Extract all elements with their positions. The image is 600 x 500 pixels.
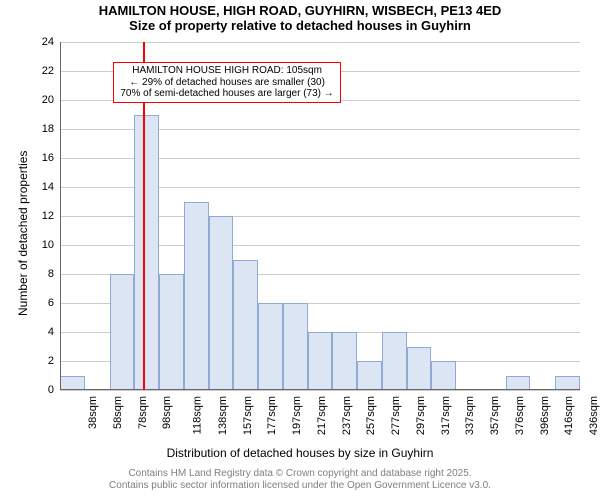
y-tick-label: 0 xyxy=(48,384,60,396)
x-tick-label: 157sqm xyxy=(242,396,254,435)
y-tick-label: 18 xyxy=(42,123,60,135)
histogram-bar xyxy=(209,216,234,390)
histogram-bar xyxy=(233,260,258,391)
title-line-1: HAMILTON HOUSE, HIGH ROAD, GUYHIRN, WISB… xyxy=(0,4,600,19)
x-tick-label: 38sqm xyxy=(87,396,99,429)
footer-line-1: Contains HM Land Registry data © Crown c… xyxy=(0,468,600,480)
x-tick-label: 337sqm xyxy=(465,396,477,435)
x-tick-label: 237sqm xyxy=(341,396,353,435)
x-tick-label: 436sqm xyxy=(588,396,600,435)
chart-footer: Contains HM Land Registry data © Crown c… xyxy=(0,468,600,491)
y-tick-label: 6 xyxy=(48,297,60,309)
annotation-line-2: ← 29% of detached houses are smaller (30… xyxy=(120,77,333,89)
y-tick-label: 16 xyxy=(42,152,60,164)
histogram-bar xyxy=(332,332,357,390)
histogram-bar xyxy=(134,115,159,391)
title-line-2: Size of property relative to detached ho… xyxy=(0,19,600,34)
y-tick-label: 4 xyxy=(48,326,60,338)
x-axis-label: Distribution of detached houses by size … xyxy=(0,446,600,460)
y-tick-label: 12 xyxy=(42,210,60,222)
x-tick-label: 317sqm xyxy=(440,396,452,435)
gridline xyxy=(60,390,580,391)
y-axis-line xyxy=(60,42,61,390)
histogram-bar xyxy=(555,376,580,391)
y-tick-label: 10 xyxy=(42,239,60,251)
histogram-bar xyxy=(431,361,456,390)
gridline xyxy=(60,42,580,43)
y-tick-label: 14 xyxy=(42,181,60,193)
histogram-bar xyxy=(159,274,184,390)
histogram-bar xyxy=(357,361,382,390)
y-axis-label: Number of detached properties xyxy=(16,151,30,316)
histogram-bar xyxy=(283,303,308,390)
chart-title: HAMILTON HOUSE, HIGH ROAD, GUYHIRN, WISB… xyxy=(0,4,600,34)
x-tick-label: 257sqm xyxy=(366,396,378,435)
y-tick-label: 24 xyxy=(42,36,60,48)
annotation-box: HAMILTON HOUSE HIGH ROAD: 105sqm← 29% of… xyxy=(113,62,340,103)
annotation-line-1: HAMILTON HOUSE HIGH ROAD: 105sqm xyxy=(120,65,333,77)
x-tick-label: 217sqm xyxy=(316,396,328,435)
annotation-line-3: 70% of semi-detached houses are larger (… xyxy=(120,88,333,100)
x-tick-label: 277sqm xyxy=(390,396,402,435)
histogram-bar xyxy=(407,347,432,391)
chart-container: { "canvas": { "w": 600, "h": 500 }, "tit… xyxy=(0,0,600,500)
histogram-bar xyxy=(258,303,283,390)
x-tick-label: 297sqm xyxy=(415,396,427,435)
histogram-bar xyxy=(184,202,209,391)
x-tick-label: 177sqm xyxy=(266,396,278,435)
y-tick-label: 8 xyxy=(48,268,60,280)
x-tick-label: 78sqm xyxy=(137,396,149,429)
y-tick-label: 22 xyxy=(42,65,60,77)
x-tick-label: 357sqm xyxy=(489,396,501,435)
histogram-bar xyxy=(110,274,135,390)
x-tick-label: 98sqm xyxy=(161,396,173,429)
histogram-bar xyxy=(382,332,407,390)
x-tick-label: 118sqm xyxy=(191,396,203,434)
footer-line-2: Contains public sector information licen… xyxy=(0,480,600,492)
x-tick-label: 416sqm xyxy=(564,396,576,435)
x-tick-label: 197sqm xyxy=(291,396,303,435)
x-tick-label: 376sqm xyxy=(514,396,526,435)
histogram-bar xyxy=(506,376,531,391)
histogram-bar xyxy=(60,376,85,391)
x-axis-line xyxy=(60,389,580,390)
x-tick-label: 138sqm xyxy=(217,396,229,435)
y-tick-label: 2 xyxy=(48,355,60,367)
x-tick-label: 396sqm xyxy=(539,396,551,435)
y-tick-label: 20 xyxy=(42,94,60,106)
plot-area: 02468101214161820222438sqm58sqm78sqm98sq… xyxy=(60,42,580,390)
x-tick-label: 58sqm xyxy=(112,396,124,429)
histogram-bar xyxy=(308,332,333,390)
